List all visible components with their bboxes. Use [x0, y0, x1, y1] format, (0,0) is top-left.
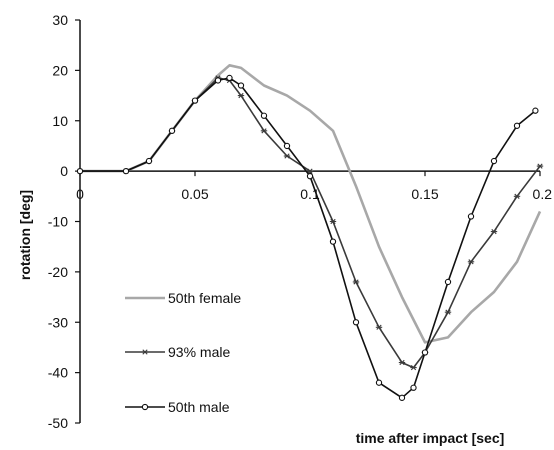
y-tick-label: 10: [52, 113, 68, 129]
y-tick-label: -30: [48, 314, 68, 330]
data-point-93-male: [283, 153, 291, 159]
data-point-93-male: [237, 92, 245, 99]
legend-label: 50th female: [168, 290, 241, 306]
data-point-50th-male: [513, 122, 521, 129]
data-point-50th-male: [375, 379, 383, 386]
data-point-50th-male: [145, 157, 153, 165]
y-tick-label: -40: [48, 365, 68, 381]
data-point-93-male: [490, 228, 498, 235]
series-50th-female: [80, 64, 542, 344]
y-axis-ticks: 30 20 10 0 -10 -20 -30 -40 -50: [48, 12, 80, 431]
axes: [79, 20, 540, 423]
data-point-50th-male: [306, 173, 314, 180]
data-point-93-male: [306, 168, 314, 174]
series-line-50th-male: [80, 77, 536, 399]
data-point-93-male: [260, 128, 268, 134]
legend-marker: [141, 349, 149, 355]
data-point-93-male: [536, 163, 544, 169]
series-line-93-male: [80, 77, 541, 369]
y-tick-label: -20: [48, 264, 68, 280]
data-point-50th-male: [421, 349, 429, 356]
y-axis-title: rotation [deg]: [17, 190, 33, 280]
data-point-93-male: [444, 309, 452, 315]
data-point-50th-male: [260, 112, 268, 119]
data-point-93-male: [329, 218, 337, 225]
data-point-50th-male: [283, 142, 291, 150]
x-tick-label: 0.05: [181, 186, 208, 202]
data-point-50th-male: [168, 127, 176, 134]
data-point-50th-male: [467, 213, 475, 220]
legend: 50th female 93% male 50th male: [125, 290, 241, 415]
x-tick-label: 0.2: [533, 186, 553, 202]
data-point-50th-male: [237, 82, 245, 89]
legend-item-50th-female: 50th female: [125, 290, 241, 306]
series-93-male: [76, 75, 544, 371]
y-tick-label: 0: [60, 163, 68, 179]
data-point-93-male: [398, 359, 406, 366]
data-point-50th-male: [410, 384, 417, 391]
legend-item-93-male: 93% male: [125, 344, 230, 360]
plot-series: [76, 64, 544, 401]
y-tick-label: 30: [52, 12, 68, 28]
data-point-50th-male: [329, 238, 337, 245]
data-point-50th-male: [191, 97, 199, 104]
y-tick-label: -50: [48, 415, 68, 431]
legend-label: 93% male: [168, 344, 230, 360]
data-point-93-male: [467, 259, 475, 265]
data-point-50th-male: [444, 278, 452, 286]
x-tick-label: 0: [76, 186, 84, 202]
y-tick-label: -10: [48, 214, 68, 230]
data-point-50th-male: [398, 394, 406, 401]
x-axis-ticks: 0 0.05 0.1 0.15 0.2: [76, 171, 552, 202]
data-point-93-male: [352, 279, 360, 285]
data-point-93-male: [513, 193, 521, 199]
data-point-50th-male: [490, 157, 498, 165]
data-point-50th-male: [226, 74, 233, 82]
legend-label: 50th male: [168, 399, 230, 415]
x-axis-title: time after impact [sec]: [356, 430, 505, 446]
data-point-93-male: [375, 324, 383, 330]
legend-marker: [141, 403, 149, 411]
y-tick-label: 20: [52, 62, 68, 78]
legend-item-50th-male: 50th male: [125, 399, 230, 415]
data-point-50th-male: [352, 319, 360, 326]
data-point-50th-male: [76, 167, 84, 175]
series-line-50th-female: [80, 64, 542, 344]
data-point-50th-male: [532, 107, 539, 114]
data-point-50th-male: [122, 167, 130, 175]
series-50th-male: [76, 74, 539, 401]
data-point-93-male: [410, 364, 417, 371]
x-tick-label: 0.15: [411, 186, 438, 202]
data-point-50th-male: [214, 77, 222, 84]
